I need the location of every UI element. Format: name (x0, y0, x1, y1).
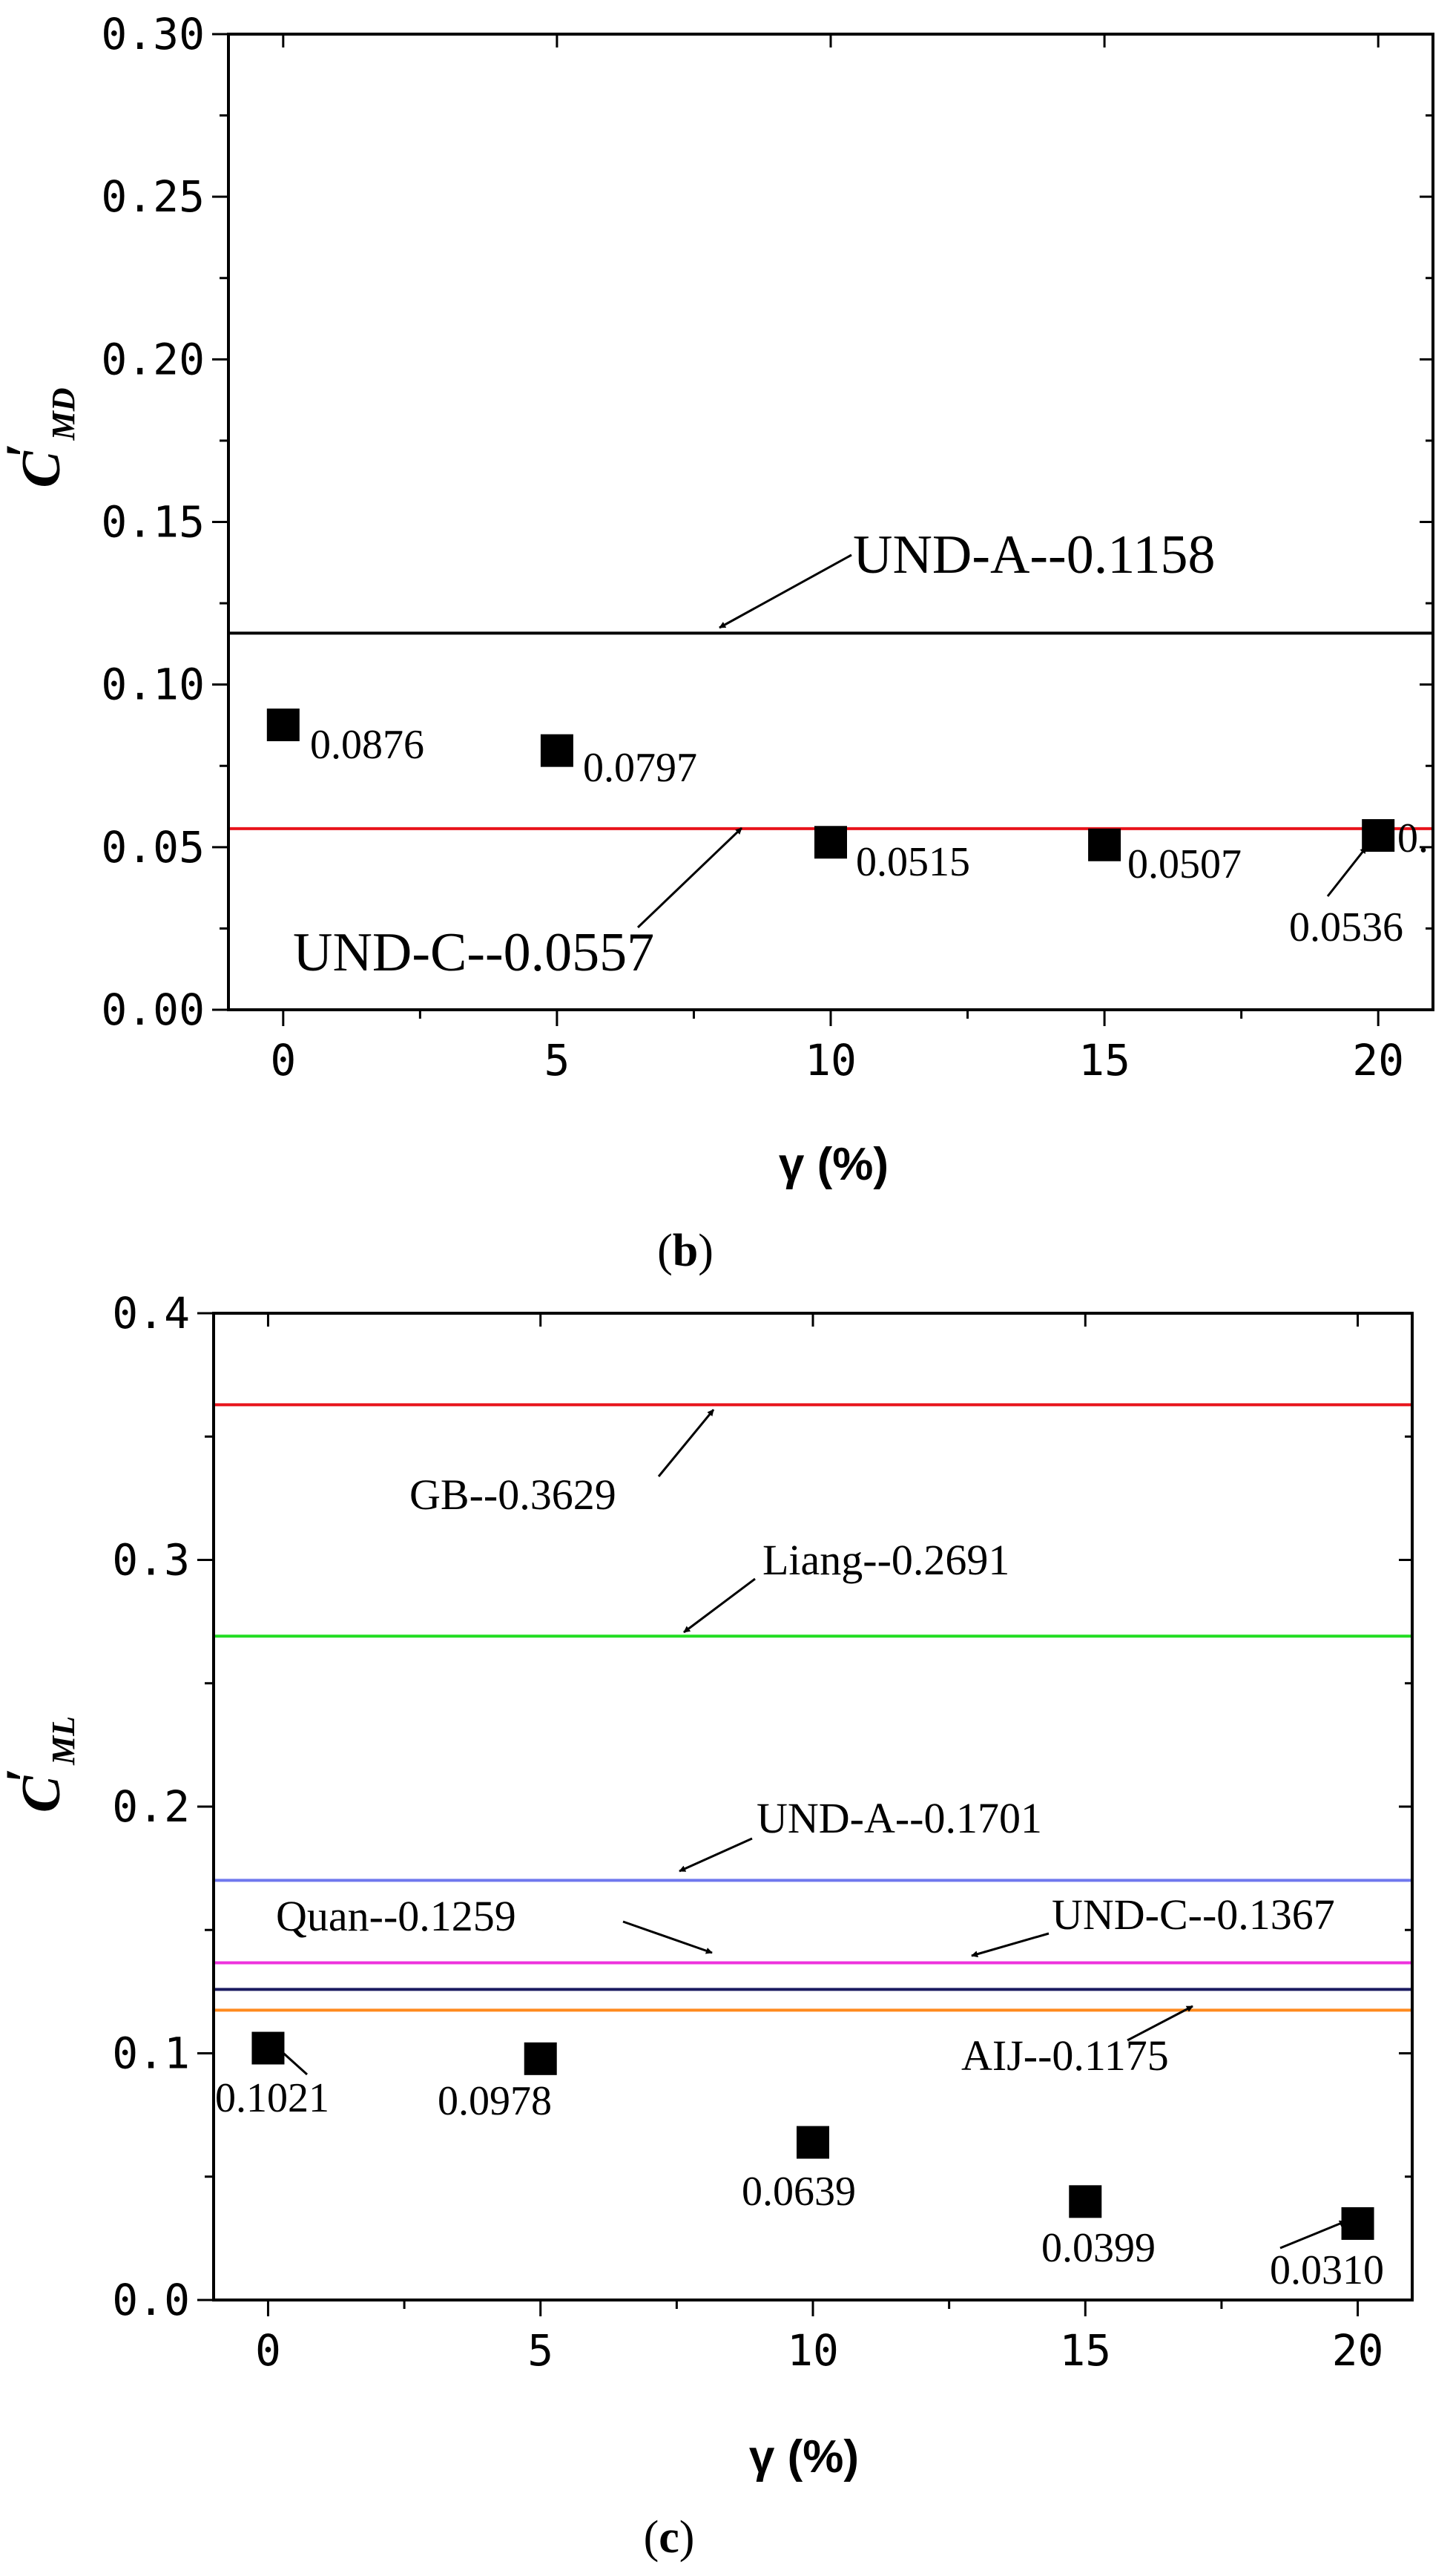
panel-b-caption-open: ( (657, 1226, 673, 1276)
panel-c-y-tick-label: 0.2 (112, 1781, 190, 1832)
panel-b-x-tick-label: 0 (270, 1035, 296, 1085)
panel-c-y-axis-prime: ′ (0, 1768, 56, 1784)
panel-b-data-point (814, 826, 847, 859)
panel-b-data-point (540, 734, 573, 767)
panel-b-data-point (266, 709, 300, 742)
panel-c-plot-frame (212, 1312, 1414, 2301)
panel-b-y-tick-label: 0.05 (101, 822, 205, 873)
panel-b-caption-close: ) (698, 1226, 714, 1276)
panel-b-chart: 0 5 10 15 20 0.00 0.05 0.10 0.15 0.20 0.25 0.30 UND… (0, 9, 1434, 1276)
panel-c-liang-arrow (683, 1577, 756, 1634)
panel-c-y-axis-label: C ′ ML (0, 1716, 82, 1813)
panel-c-y-tick-label: 0.1 (112, 2028, 190, 2079)
panel-c-x-tick-label: 5 (527, 2325, 553, 2376)
panel-c-gb-label: GB--0.3629 (409, 1471, 616, 1519)
panel-b-x-tick-label: 5 (544, 1035, 570, 1085)
panel-b-y-tick-label: 0.30 (101, 9, 205, 59)
svg-text:C ′ ML: C ′ ML (0, 1716, 82, 1813)
panel-c-quan-label: Quan--0.1259 (276, 1892, 516, 1940)
panel-c-x-axis-label: γ (%) (749, 2431, 859, 2483)
panel-b-caption: (b) (657, 1226, 714, 1276)
panel-b-point-arrow (1326, 847, 1368, 897)
panel-c-und-c-arrow (971, 1932, 1050, 1958)
panel-c-data-point (524, 2042, 557, 2075)
panel-c-aij-label: AIJ--0.1175 (961, 2031, 1169, 2080)
panel-b-point-label: 0.0536 (1289, 904, 1403, 950)
panel-c-y-axis-sub: ML (45, 1716, 82, 1766)
panel-b-y-axis-prime: ′ (0, 443, 56, 459)
panel-b-point-label: 0.0507 (1127, 841, 1242, 887)
panel-c-reference-lines (214, 1403, 1412, 2012)
panel-b-und-a-arrow (719, 553, 852, 629)
panel-c-caption: (c) (644, 2512, 695, 2563)
panel-c-point-label: 0.0639 (742, 2169, 856, 2215)
panel-c-point-label: 0.0310 (1270, 2247, 1384, 2293)
panel-b-y-axis-main: C (11, 450, 72, 488)
panel-b-x-tick-label: 20 (1352, 1035, 1404, 1085)
panel-c-y-tick-label: 0.3 (112, 1535, 190, 1586)
panel-c-data-point (1341, 2207, 1374, 2240)
panel-b-y-tick-label: 0.00 (101, 985, 205, 1035)
panel-c-point-label: 0.1021 (215, 2075, 329, 2121)
panel-c-y-axis-main: C (11, 1775, 72, 1813)
panel-c-data-point (1069, 2185, 1102, 2218)
panel-b-data-point (1088, 828, 1121, 861)
panel-c-x-tick-label: 20 (1332, 2325, 1384, 2376)
panel-b-x-tick-label: 10 (805, 1035, 857, 1085)
panel-b-y-tick-label: 0.15 (101, 497, 205, 548)
panel-c-chart: 0 5 10 15 20 0.0 0.1 0.2 0.3 0.4 GB--0.3629 Liang… (0, 1288, 1414, 2563)
panel-c-data-point (797, 2126, 829, 2159)
panel-c-point-label: 0.0978 (438, 2078, 552, 2124)
panel-c-data-points (251, 2031, 1374, 2240)
panel-b-y-axis-sub: MD (45, 387, 82, 441)
panel-b-y-tick-label: 0.25 (101, 171, 205, 222)
panel-b-x-tick-label: 15 (1078, 1035, 1130, 1085)
panel-b-y-axis-label: C ′ MD (0, 387, 82, 487)
panel-c-x-tick-label: 15 (1059, 2325, 1111, 2376)
panel-c-aij-arrow (1127, 2005, 1193, 2042)
panel-c-data-point (251, 2031, 285, 2065)
panel-c-caption-close: ) (679, 2512, 695, 2563)
panel-c-x-tick-label: 10 (787, 2325, 839, 2376)
panel-b-y-tick-label: 0.10 (101, 660, 205, 710)
panel-c-x-tick-label: 0 (255, 2325, 281, 2376)
panel-b-ticks: 0 5 10 15 20 0.00 0.05 0.10 0.15 0.20 0.25 0.30 (101, 9, 1433, 1085)
panel-b-point-label: 0.0797 (583, 745, 697, 791)
panel-c-point-label: 0.0399 (1041, 2225, 1156, 2271)
panel-c-und-c-label: UND-C--0.1367 (1052, 1890, 1335, 1939)
panel-c-liang-label: Liang--0.2691 (762, 1536, 1009, 1584)
panel-c-quan-arrow (622, 1920, 713, 1954)
panel-b-y-tick-label: 0.20 (101, 334, 205, 384)
panel-b-data-point (1362, 819, 1395, 852)
panel-b-plot-frame (227, 33, 1434, 1011)
svg-text:C ′ MD: C ′ MD (0, 387, 82, 487)
panel-b-und-c-arrow (636, 827, 743, 929)
panel-c-gb-arrow (657, 1409, 715, 1477)
panel-b-x-axis-label: γ (%) (779, 1139, 889, 1190)
panel-b-clipped-label: 0. (1397, 815, 1429, 861)
panel-b-und-c-label: UND-C--0.0557 (293, 922, 654, 983)
panel-c-y-tick-label: 0.4 (112, 1288, 190, 1338)
panel-b-data-points (266, 709, 1395, 861)
panel-b-point-label: 0.0876 (310, 722, 424, 768)
panel-c-und-a-label: UND-A--0.1701 (757, 1794, 1042, 1842)
panel-c-point-arrow (276, 2046, 309, 2076)
panel-c-point-arrow (1279, 2220, 1346, 2250)
panel-b-caption-letter: b (673, 1226, 698, 1276)
panel-c-caption-open: ( (644, 2512, 659, 2563)
panel-b-und-a-label: UND-A--0.1158 (853, 525, 1215, 585)
panel-c-caption-letter: c (659, 2512, 679, 2563)
panel-c-und-a-arrow (679, 1837, 753, 1873)
panel-c-y-tick-label: 0.0 (112, 2275, 190, 2325)
panel-b-point-label: 0.0515 (856, 839, 970, 885)
